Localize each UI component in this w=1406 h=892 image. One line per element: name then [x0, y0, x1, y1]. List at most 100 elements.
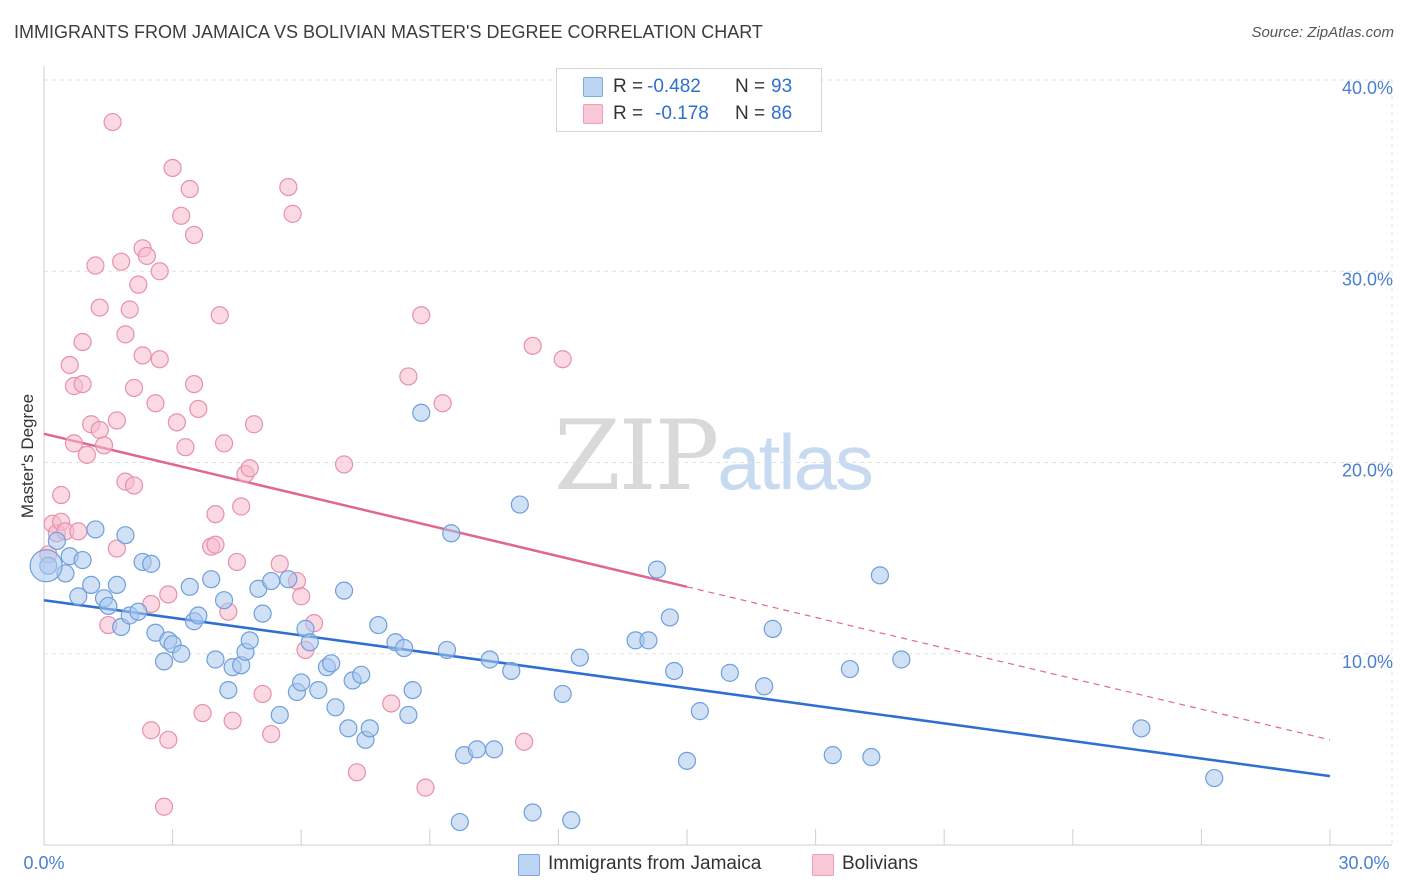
bolivian-point [129, 275, 148, 294]
bolivian-point [189, 399, 208, 419]
y-tick-label: 20.0% [1342, 461, 1393, 481]
jamaica-point [480, 650, 499, 669]
legend-r-label: R = [613, 76, 644, 97]
jamaica-point [394, 638, 414, 658]
bolivian-point [180, 179, 199, 199]
jamaica-point [154, 652, 174, 671]
jamaica-point [660, 608, 679, 627]
bolivian-point [107, 539, 126, 558]
jamaica-point [129, 602, 148, 621]
bolivian-point [64, 434, 84, 453]
jamaica-point [189, 606, 208, 625]
bolivian-point [253, 684, 272, 704]
bolivian-point [133, 346, 152, 365]
trend-lines [43, 432, 1331, 778]
data-points [29, 112, 1224, 832]
jamaica-point [270, 705, 289, 725]
jamaica-point [870, 566, 890, 585]
bolivian-point [159, 730, 178, 749]
y-tick-label: 10.0% [1342, 652, 1393, 672]
jamaica-point [562, 811, 581, 830]
bolivian-point [94, 436, 114, 455]
jamaica-point [862, 747, 881, 767]
bolivian-point [124, 476, 144, 495]
jamaica-point [172, 644, 191, 663]
jamaica-point [720, 663, 739, 682]
jamaica-point [116, 526, 135, 545]
jamaica-point [639, 631, 658, 650]
bolivian-point [193, 703, 212, 723]
bolivian-point [142, 721, 161, 740]
jamaica-point [360, 719, 379, 738]
x-tick-label: 30.0% [1338, 853, 1389, 873]
jamaica-point [399, 705, 418, 725]
y-tick-label: 40.0% [1342, 78, 1393, 98]
legend-swatch-pink [812, 854, 834, 876]
jamaica-point [206, 650, 225, 669]
jamaica-point [369, 615, 388, 635]
jamaica-point [467, 740, 487, 759]
bolivian-point [154, 797, 174, 816]
jamaica-point [279, 570, 298, 589]
jamaica-point [755, 677, 774, 696]
jamaica-point [253, 604, 272, 623]
bolivian-point [214, 434, 234, 453]
source-label: Source: ZipAtlas.com [1251, 24, 1394, 41]
bolivian-point [176, 438, 195, 457]
jamaica-point [47, 531, 66, 551]
legend-n-label: N = [735, 76, 766, 97]
jamaica-point [450, 812, 469, 832]
jamaica-point [442, 524, 461, 543]
chart-title: IMMIGRANTS FROM JAMAICA VS BOLIVIAN MAST… [14, 22, 763, 42]
jamaica-point [840, 659, 859, 679]
jamaica-point [690, 702, 709, 721]
bolivian-point [279, 178, 298, 197]
bolivian-point [112, 252, 131, 271]
jamaica-point [437, 640, 457, 660]
bolivian-point [412, 306, 431, 325]
bolivian-point [159, 585, 178, 604]
bolivian-point [73, 332, 92, 352]
watermark-zip: ZIP [554, 400, 719, 512]
jamaica-point [202, 570, 221, 589]
bolivian-point [553, 350, 572, 369]
bolivian-point [107, 411, 126, 430]
jamaica-point [892, 650, 911, 669]
bolivian-point [347, 763, 367, 782]
jamaica-point [823, 746, 842, 765]
jamaica-point [352, 665, 371, 684]
legend-r-value: -0.178 [655, 103, 709, 124]
jamaica-point [502, 661, 521, 681]
bolivian-point [172, 206, 191, 225]
bolivian-point [523, 336, 542, 355]
jamaica-point [82, 575, 101, 595]
jamaica-point [292, 673, 311, 692]
jamaica-point [339, 719, 358, 738]
tick-labels: 10.0% 20.0% 30.0% 40.0% 0.0% 30.0% [23, 78, 1393, 873]
bolivian-point [206, 505, 225, 524]
jamaica-point [647, 560, 667, 579]
jamaica-point [86, 520, 105, 539]
jamaica-point [665, 661, 684, 681]
bolivian-point [60, 355, 79, 375]
jamaica-point [73, 550, 92, 570]
bolivian-point [184, 225, 204, 245]
legend-swatch-pink [583, 104, 603, 124]
jamaica-point [69, 587, 88, 606]
bolivian-point [52, 485, 71, 505]
jamaica-point [142, 554, 161, 573]
bolivian-point [262, 724, 281, 744]
jamaica-point [677, 751, 697, 770]
jamaica-point [309, 680, 328, 700]
legend-n-label: N = [735, 103, 766, 124]
jamaica-point [763, 619, 782, 638]
axes [43, 66, 1392, 846]
bolivian-point [206, 535, 225, 554]
bolivian-point [86, 256, 105, 275]
bolivian-point [124, 378, 144, 398]
jamaica-point [570, 648, 589, 667]
jamaica-point [240, 631, 259, 650]
bolivian-point [103, 112, 122, 132]
legend-swatch-blue [583, 77, 603, 97]
